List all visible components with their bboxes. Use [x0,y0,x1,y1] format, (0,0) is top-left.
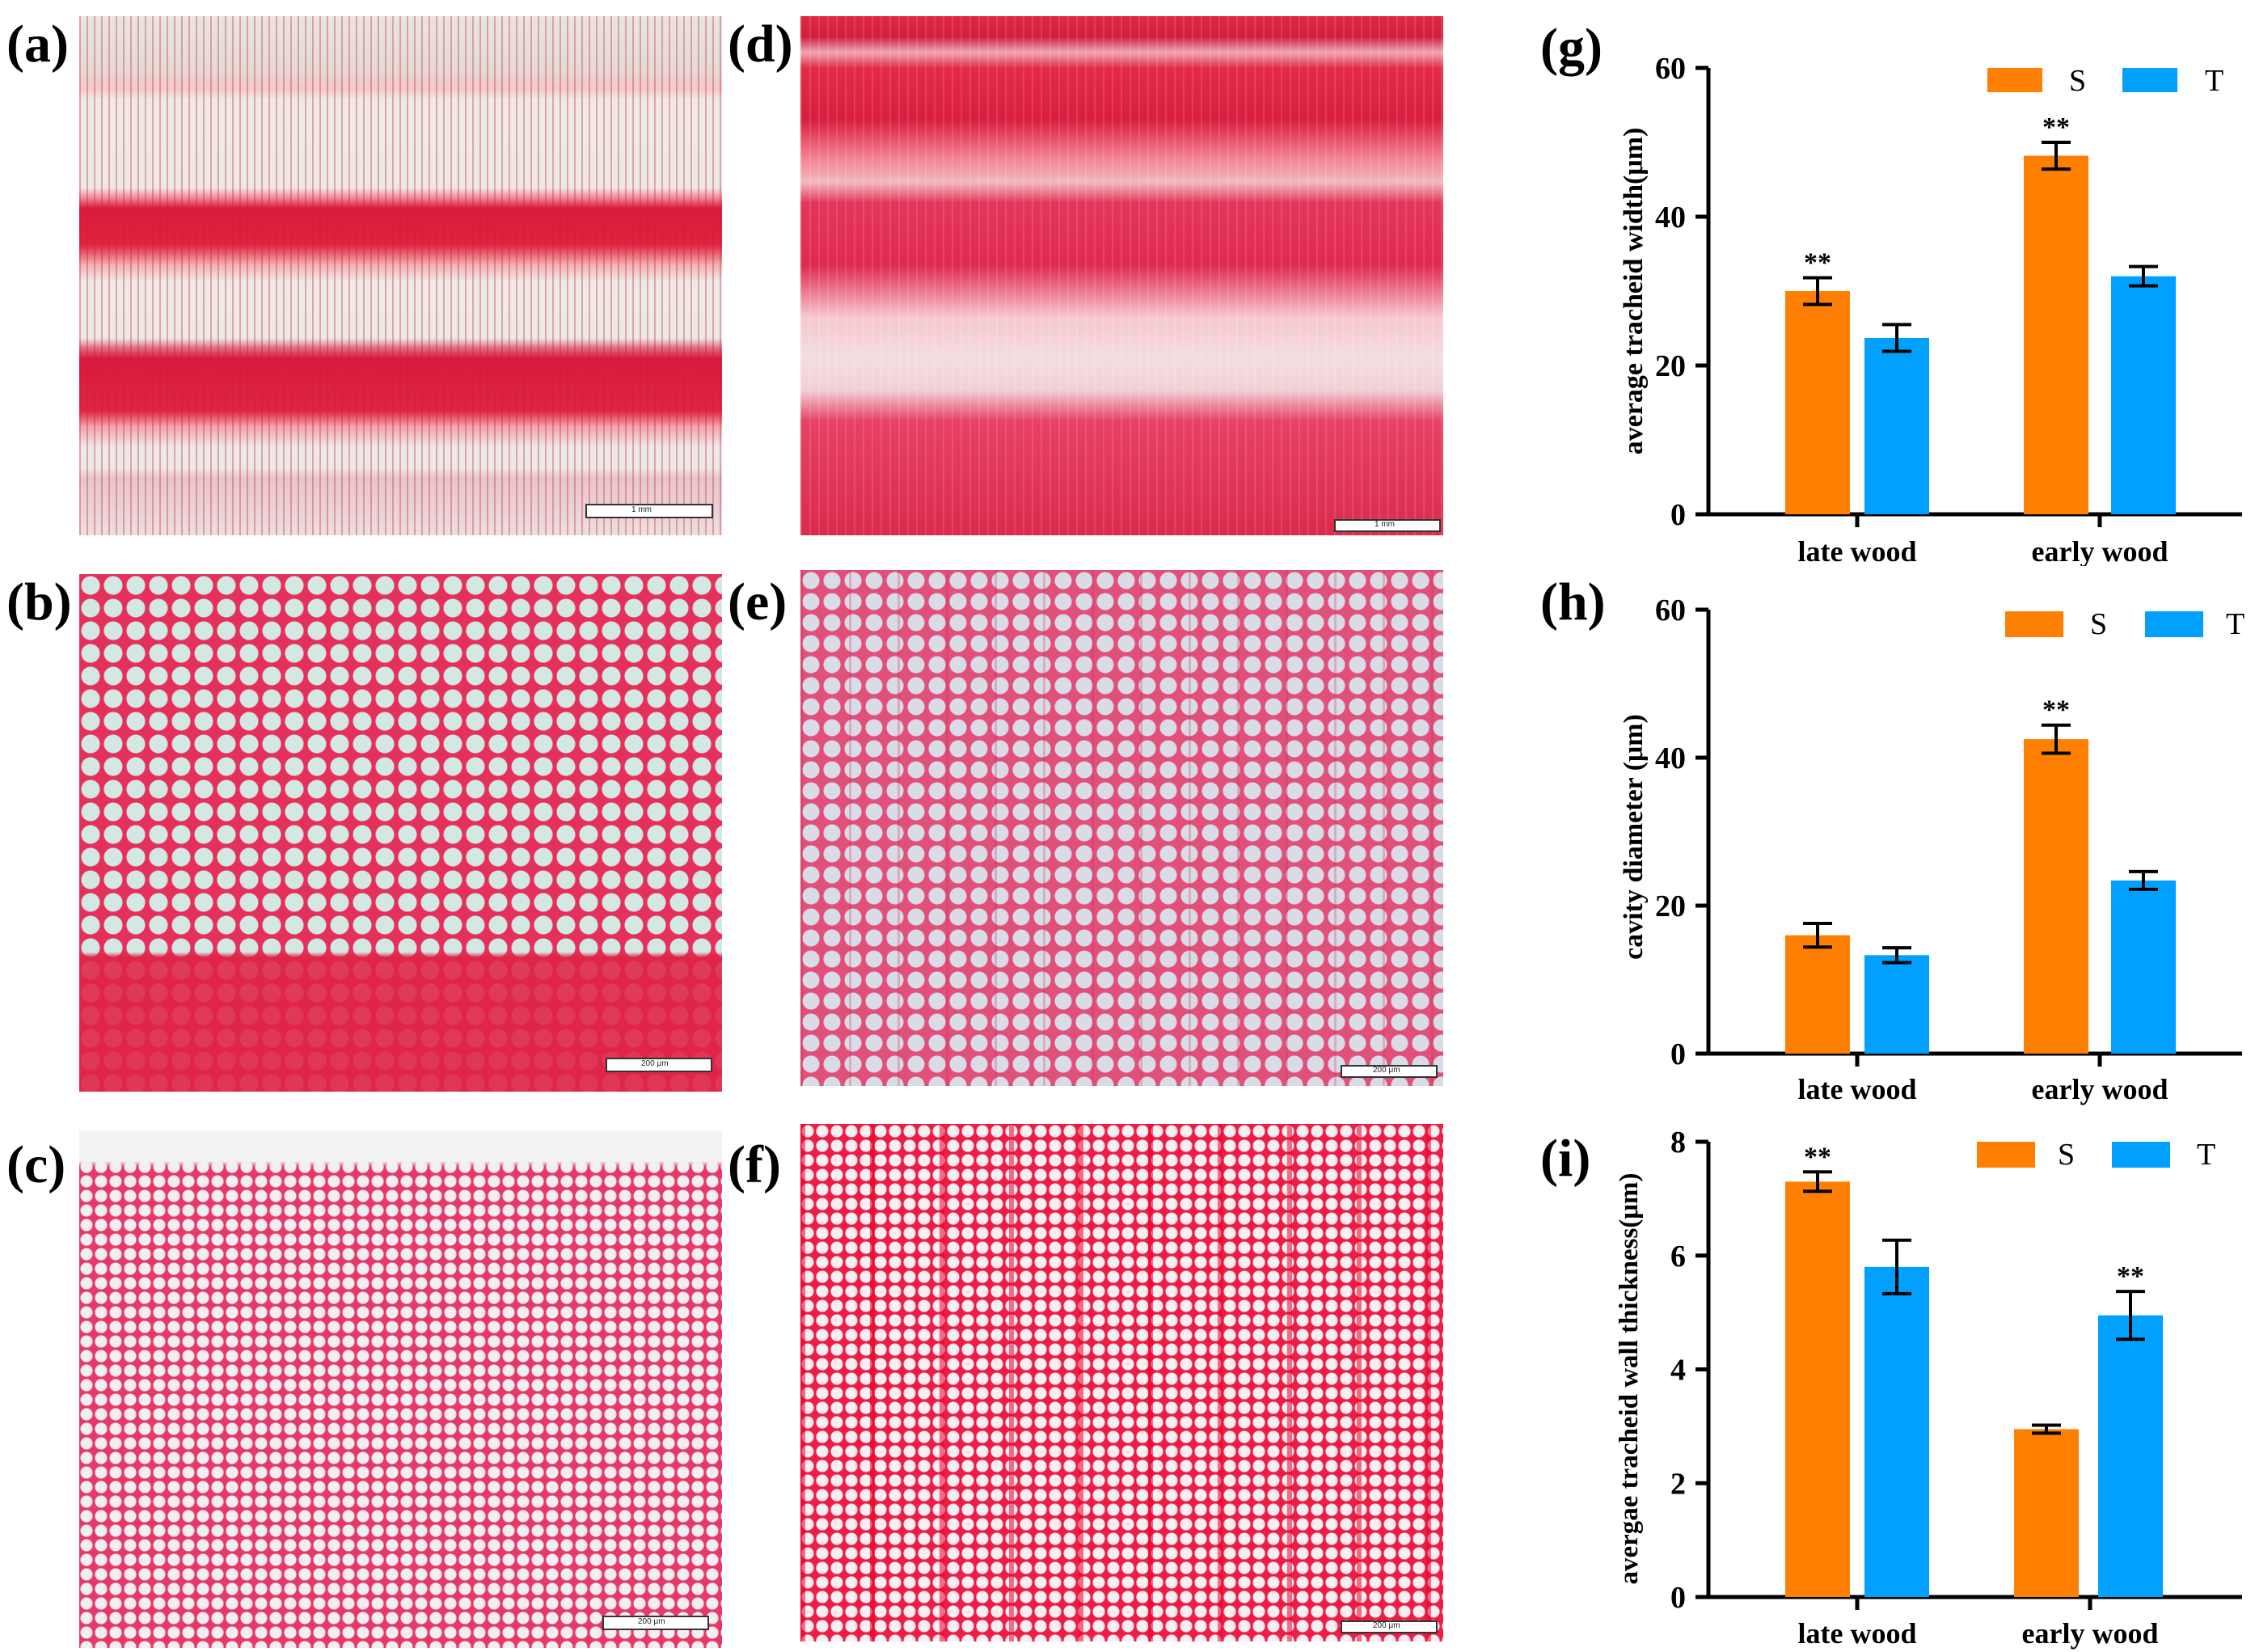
bar-T-early-wood [2111,277,2176,514]
chart-i-ylabel: avergae tracheid wall thickness(μm) [1615,1172,1644,1584]
bar-S-early-wood [2024,739,2088,1054]
chart-g-legend-T-label: T [2205,64,2223,98]
scale-bar-e: 200 μm [1341,1065,1438,1078]
bar-T-early-wood [2098,1316,2163,1597]
y-tick-label: 0 [1670,1581,1686,1615]
chart-i-wall-thickness: ** ** 0 2 4 6 8 late wood early wood avergae tr… [1540,1108,2255,1652]
y-tick-label: 4 [1670,1354,1686,1388]
panel-label-f: (f) [728,1139,781,1192]
significance-mark: ** [1804,1142,1831,1172]
y-tick-label: 20 [1655,349,1686,383]
significance-mark: ** [1804,247,1831,277]
panel-label-e: (e) [728,576,787,629]
micrograph-d: 1 mm [800,16,1443,535]
x-category-label: early wood [2022,1617,2159,1650]
scale-bar-f: 200 μm [1341,1620,1438,1633]
y-tick-label: 60 [1655,52,1686,86]
panel-label-c: (c) [6,1139,65,1192]
x-category-label: late wood [1798,1617,1917,1650]
scale-bar-c: 200 μm [602,1616,709,1630]
scale-bar-text-d: 1 mm [1375,520,1395,529]
bar-S-early-wood [2014,1429,2079,1597]
bar-S-early-wood [2024,156,2088,514]
y-tick-label: 6 [1670,1240,1686,1274]
bar-T-late-wood [1864,1267,1929,1597]
chart-i-legend-T-label: T [2197,1138,2215,1172]
chart-h-ylabel: cavity diameter (μm) [1619,714,1649,960]
scale-bar-text-c: 200 μm [638,1617,665,1626]
significance-mark: ** [2117,1261,2144,1291]
chart-i-legend-S-label: S [2058,1138,2075,1172]
bar-T-early-wood [2111,881,2176,1054]
significance-mark: ** [2042,112,2070,142]
y-tick-label: 40 [1655,741,1686,775]
bar-T-late-wood [1864,955,1929,1054]
scale-bar-a: 1 mm [585,504,713,518]
chart-g-legend-S-label: S [2069,64,2086,98]
y-tick-label: 40 [1655,201,1686,234]
micrograph-e: 200 μm [800,570,1443,1086]
scale-bar-b: 200 μm [606,1058,712,1072]
chart-h-legend-T-label: T [2226,607,2244,641]
y-tick-label: 60 [1655,594,1686,627]
chart-h-legend-S-swatch [2005,611,2063,637]
scale-bar-text-b: 200 μm [641,1059,669,1068]
y-tick-label: 2 [1670,1467,1686,1501]
chart-h-cavity-diameter: ** 0 20 40 60 late wood early wood cavity dia… [1540,550,2255,1116]
y-tick-label: 20 [1655,889,1686,923]
bar-S-late-wood [1785,291,1850,514]
scale-bar-text-e: 200 μm [1373,1066,1400,1075]
y-tick-label: 0 [1670,498,1686,532]
bar-S-late-wood [1785,1181,1850,1597]
x-category-label: late wood [1798,1073,1917,1105]
x-category-label: early wood [2032,1073,2168,1105]
chart-g-legend-S-swatch [1987,68,2042,92]
panel-label-d: (d) [728,18,793,71]
micrograph-a: 1 mm [79,16,722,535]
scale-bar-text-a: 1 mm [631,505,652,514]
significance-mark: ** [2042,695,2070,725]
chart-i-legend-S-swatch [1977,1142,2035,1168]
bar-S-late-wood [1785,936,1850,1054]
scale-bar-text-f: 200 μm [1373,1621,1400,1630]
scale-bar-d: 1 mm [1334,519,1441,532]
chart-h-legend-T-swatch [2145,611,2203,637]
chart-i-legend-T-swatch [2112,1142,2170,1168]
y-tick-label: 8 [1670,1126,1686,1160]
micrograph-f: 200 μm [800,1124,1443,1641]
bar-T-late-wood [1864,338,1929,514]
chart-h-legend-S-label: S [2090,607,2107,641]
micrograph-b: 200 μm [79,574,722,1092]
micrograph-c: 200 μm [79,1130,722,1648]
chart-g-legend-T-swatch [2122,68,2177,92]
chart-g-ylabel: average tracheid width(μm) [1619,128,1649,455]
panel-label-b: (b) [6,576,72,629]
y-tick-label: 0 [1670,1037,1686,1071]
panel-label-a: (a) [6,18,69,71]
